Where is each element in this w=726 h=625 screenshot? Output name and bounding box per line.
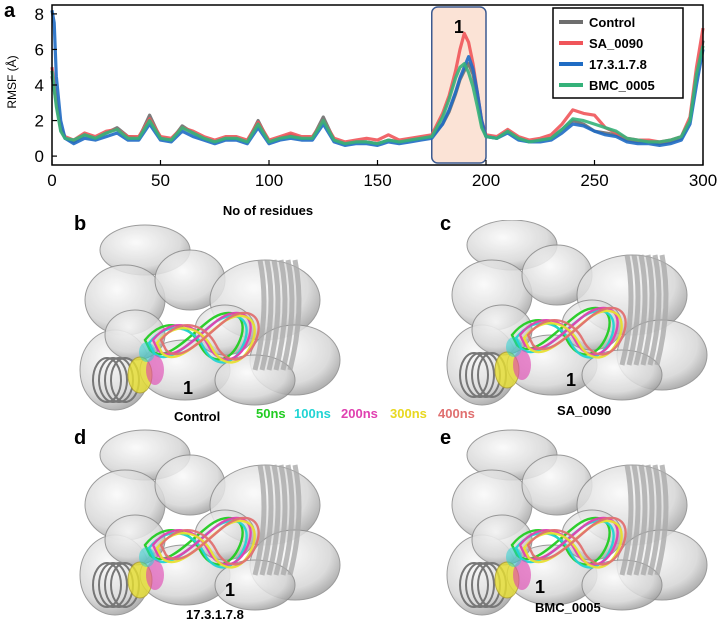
legend-label-1: SA_0090 (589, 36, 643, 51)
caption-bmc0005: BMC_0005 (535, 600, 601, 615)
caption-sa0090: SA_0090 (557, 403, 612, 418)
x-tick-label-1: 50 (151, 171, 170, 190)
structure-b-cyan-helix (139, 342, 155, 362)
structure-e-helix-0 (459, 562, 489, 608)
structure-c-cyan-helix (506, 337, 522, 357)
time-legend-50ns: 50ns (256, 406, 286, 421)
panel-label-d: d (74, 427, 87, 449)
structure-d-strand-1 (259, 464, 274, 576)
y-tick-label-2: 4 (35, 76, 44, 95)
structure-e-strand-2 (633, 464, 648, 576)
structure-e-helix-1 (465, 562, 495, 608)
y-tick-label-3: 6 (35, 40, 44, 59)
structure-c-magenta-helix (513, 350, 531, 380)
structure-e-cyan-helix (506, 547, 522, 567)
structure-d-loop-4 (159, 516, 260, 566)
structure-b-loop-4 (159, 311, 260, 361)
structure-c-helix-1 (465, 352, 495, 398)
structure-c-strand-5 (654, 254, 669, 366)
legend-label-2: 17.3.1.7.8 (589, 57, 647, 72)
structure-d-helix-0 (92, 562, 122, 608)
caption-control: Control (174, 409, 221, 424)
legend-label-3: BMC_0005 (589, 78, 655, 93)
time-legend-400ns: 400ns (438, 406, 475, 421)
structure-d-helix-1 (98, 562, 128, 608)
structure-c-strand-1 (626, 254, 641, 366)
structure-b-strand-1 (259, 259, 274, 371)
structure-b-strand-2 (266, 259, 281, 371)
structure-b-magenta-helix (146, 355, 164, 385)
y-tick-label-4: 8 (35, 5, 44, 24)
time-legend-300ns: 300ns (390, 406, 427, 421)
structure-b-helix-1 (98, 357, 128, 403)
series-line-3 (50, 45, 705, 146)
panel-label-b: b (74, 213, 87, 235)
structure-c-strand-4 (647, 254, 662, 366)
panel-label-c: c (440, 213, 452, 235)
x-axis-label: No of residues (223, 203, 313, 218)
structure-c-helix-0 (459, 352, 489, 398)
structure-e-magenta-helix (513, 560, 531, 590)
time-legend-100ns: 100ns (294, 406, 331, 421)
structure-e-strand-5 (654, 464, 669, 576)
x-tick-label-4: 200 (472, 171, 500, 190)
structure-e-loop-4 (526, 516, 627, 566)
x-tick-label-0: 0 (47, 171, 56, 190)
structure-d-cyan-helix (139, 547, 155, 567)
structure-b-strand-3 (273, 259, 288, 371)
x-tick-label-2: 100 (255, 171, 283, 190)
caption-17-3-1-7-8: 17.3.1.7.8 (186, 607, 244, 622)
structure-e-strand-0 (619, 464, 634, 576)
structure-c-loop-4 (526, 306, 627, 356)
legend-label-0: Control (589, 15, 635, 30)
structure-d-strand-4 (280, 464, 295, 576)
structure-d-magenta-helix (146, 560, 164, 590)
x-tick-label-3: 150 (363, 171, 391, 190)
structure-e-strand-1 (626, 464, 641, 576)
structure-e-strand-4 (647, 464, 662, 576)
time-legend-200ns: 200ns (341, 406, 378, 421)
panel-label-e: e (440, 427, 452, 449)
structure-c-strand-3 (640, 254, 655, 366)
protein-structure-panels (79, 220, 708, 616)
structure-b-strand-0 (252, 259, 267, 371)
structure-d-strand-5 (287, 464, 302, 576)
structure-d-strand-2 (266, 464, 281, 576)
panel-label-a: a (4, 0, 16, 22)
structure-c-strand-2 (633, 254, 648, 366)
x-tick-label-5: 250 (580, 171, 608, 190)
region-1-label-d: 1 (225, 580, 236, 600)
y-axis-label: RMSF (Å) (4, 55, 19, 108)
y-tick-label-1: 2 (35, 112, 44, 131)
highlight-region-label: 1 (454, 17, 464, 37)
region-1-label-e: 1 (535, 577, 546, 597)
region-1-label-c: 1 (566, 370, 577, 390)
x-tick-label-6: 300 (689, 171, 717, 190)
region-1-label-b: 1 (183, 378, 194, 398)
structure-c-strand-0 (619, 254, 634, 366)
structure-b-strand-5 (287, 259, 302, 371)
structure-e-strand-3 (640, 464, 655, 576)
rmsf-chart: 1 0 50 100 150 200 250 300 0 2 4 6 8 Control SA_0090 17… (4, 4, 717, 218)
structure-d-strand-0 (252, 464, 267, 576)
structure-b-strand-4 (280, 259, 295, 371)
structure-d-strand-3 (273, 464, 288, 576)
structure-b-helix-0 (92, 357, 122, 403)
y-tick-label-0: 0 (35, 147, 44, 166)
